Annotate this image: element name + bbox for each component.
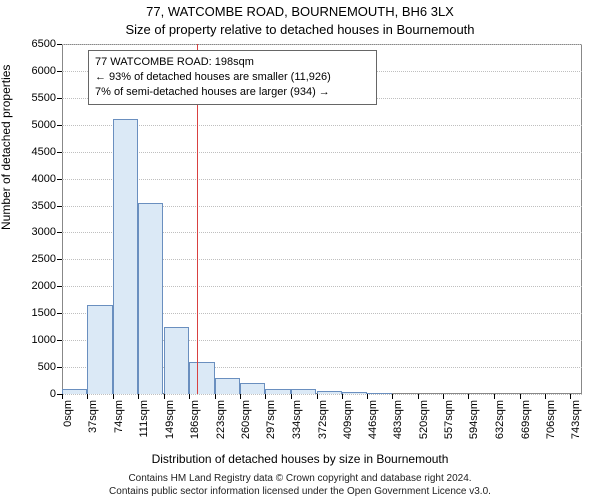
y-tick-mark [57,179,62,180]
y-tick-mark [57,206,62,207]
x-tick-mark [545,394,546,399]
x-tick-mark [443,394,444,399]
gridline [62,125,582,126]
x-tick-label: 743sqm [570,400,582,439]
histogram-bar [291,389,316,394]
y-tick-mark [57,125,62,126]
y-tick-label: 6000 [32,65,56,77]
y-tick-mark [57,367,62,368]
histogram-bar [189,362,214,394]
x-tick-mark [189,394,190,399]
y-tick-label: 2000 [32,280,56,292]
x-tick-mark [87,394,88,399]
histogram-bar [240,383,265,394]
histogram-bar [367,393,392,394]
y-tick-label: 3500 [32,200,56,212]
annotation-line2: ← 93% of detached houses are smaller (11… [95,70,370,85]
gridline [62,179,582,180]
x-tick-mark [240,394,241,399]
histogram-bar [265,389,290,394]
x-tick-label: 260sqm [240,400,252,439]
histogram-bar [87,305,112,394]
annotation-line3: 7% of semi-detached houses are larger (9… [95,85,370,100]
chart-title-line1: 77, WATCOMBE ROAD, BOURNEMOUTH, BH6 3LX [0,4,600,19]
y-tick-label: 4500 [32,146,56,158]
y-tick-label: 5000 [32,119,56,131]
annotation-line1: 77 WATCOMBE ROAD: 198sqm [95,55,370,70]
y-tick-label: 500 [38,361,56,373]
y-tick-mark [57,259,62,260]
histogram-bar [113,119,138,394]
x-tick-mark [215,394,216,399]
x-tick-mark [520,394,521,399]
x-tick-label: 297sqm [265,400,277,439]
x-tick-label: 0sqm [62,400,74,427]
x-tick-mark [392,394,393,399]
chart-container: 77, WATCOMBE ROAD, BOURNEMOUTH, BH6 3LX … [0,0,600,500]
y-tick-mark [57,313,62,314]
y-tick-label: 1000 [32,334,56,346]
plot-area: 0500100015002000250030003500400045005000… [62,44,582,394]
y-axis-label: Number of detached properties [0,65,13,230]
y-tick-label: 0 [50,388,56,400]
y-tick-mark [57,286,62,287]
chart-title-line2: Size of property relative to detached ho… [0,22,600,37]
histogram-bar [138,203,163,394]
x-tick-label: 111sqm [138,400,150,438]
y-tick-mark [57,152,62,153]
y-tick-mark [57,232,62,233]
y-tick-label: 6500 [32,38,56,50]
x-tick-mark [494,394,495,399]
annotation-box: 77 WATCOMBE ROAD: 198sqm← 93% of detache… [88,50,377,105]
x-tick-mark [418,394,419,399]
y-tick-label: 5500 [32,92,56,104]
x-tick-label: 334sqm [291,400,303,439]
x-tick-label: 372sqm [317,400,329,439]
histogram-bar [342,392,367,394]
y-tick-label: 3000 [32,226,56,238]
x-tick-mark [113,394,114,399]
x-tick-mark [265,394,266,399]
x-tick-label: 186sqm [189,400,201,439]
x-tick-label: 149sqm [164,400,176,439]
x-tick-label: 594sqm [468,400,480,439]
x-tick-label: 483sqm [392,400,404,439]
x-tick-mark [62,394,63,399]
x-tick-mark [570,394,571,399]
x-tick-label: 446sqm [367,400,379,439]
x-tick-label: 37sqm [87,400,99,433]
x-tick-mark [164,394,165,399]
x-tick-label: 409sqm [342,400,354,439]
y-tick-mark [57,340,62,341]
y-tick-mark [57,71,62,72]
x-tick-mark [367,394,368,399]
gridline [62,152,582,153]
x-tick-mark [317,394,318,399]
x-tick-label: 223sqm [215,400,227,439]
y-tick-mark [57,98,62,99]
x-tick-label: 669sqm [520,400,532,439]
gridline [62,44,582,45]
y-tick-label: 4000 [32,173,56,185]
y-tick-label: 1500 [32,307,56,319]
x-tick-mark [342,394,343,399]
x-tick-mark [138,394,139,399]
histogram-bar [164,327,189,394]
x-tick-label: 706sqm [545,400,557,439]
x-tick-mark [291,394,292,399]
histogram-bar [317,391,342,394]
x-tick-label: 520sqm [418,400,430,439]
histogram-bar [215,378,240,394]
gridline [62,394,582,395]
y-tick-mark [57,44,62,45]
y-tick-label: 2500 [32,253,56,265]
x-tick-label: 557sqm [443,400,455,439]
x-tick-label: 74sqm [113,400,125,433]
x-axis-label: Distribution of detached houses by size … [0,452,600,466]
histogram-bar [62,389,87,394]
credit-text: Contains HM Land Registry data © Crown c… [0,473,600,498]
x-tick-label: 632sqm [494,400,506,439]
x-tick-mark [468,394,469,399]
